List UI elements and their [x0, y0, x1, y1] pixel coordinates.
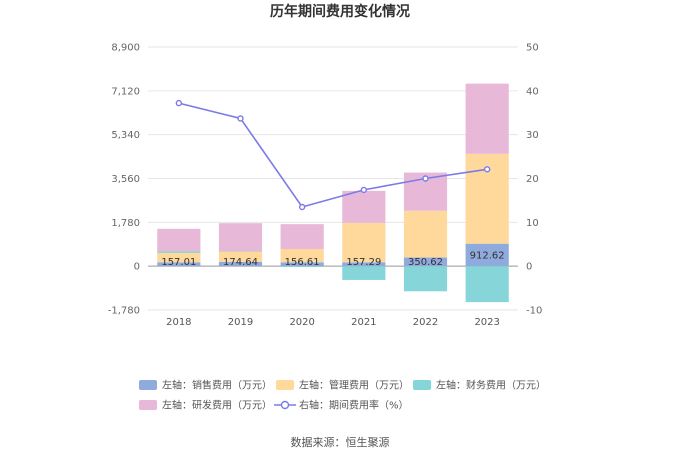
bar-segment: [280, 266, 324, 267]
bar-data-label: 174.64: [223, 257, 258, 268]
expense-rate-point: [483, 166, 491, 173]
bar-segment: [403, 257, 448, 267]
bar-series: [157, 83, 509, 303]
bar-segment: [465, 83, 509, 154]
left-tick-label: 7,120: [111, 86, 140, 97]
bar-segment: [342, 262, 386, 267]
left-tick-label: 1,780: [111, 218, 140, 229]
bar-segment: [157, 251, 201, 253]
legend-label: 左轴：研发费用（万元）: [162, 399, 272, 412]
bar-segment: [280, 262, 324, 267]
bar-data-label: 157.29: [346, 257, 381, 268]
right-tick-label: 50: [526, 43, 539, 54]
legend-item: 左轴：销售费用（万元）: [139, 379, 272, 392]
legend-marker: [280, 400, 290, 410]
legend-item: 左轴：财务费用（万元）: [413, 379, 546, 392]
bar-segment: [465, 266, 509, 303]
bar-segment: [342, 266, 386, 280]
right-tick-label: 30: [526, 130, 539, 141]
bar-segment: [342, 190, 386, 223]
x-axis: 2018 2019 2020 2021 2022 2023: [166, 317, 500, 328]
bar-segment: [465, 243, 509, 267]
left-tick-label: -1,780: [108, 306, 140, 317]
bar-segment: [280, 224, 324, 250]
expense-rate-point: [175, 99, 183, 107]
right-y-axis: -10 0 10 20 30 40 50: [526, 43, 542, 317]
left-tick-label: 0: [134, 262, 140, 273]
bar-data-label: 912.62: [470, 250, 505, 261]
bar-segment: [218, 223, 263, 252]
expense-rate-point: [298, 203, 306, 211]
left-tick-label: 8,900: [111, 43, 140, 54]
source-note: 数据来源：恒生聚源: [291, 435, 390, 449]
bar-segment: [342, 222, 386, 263]
legend-item: 左轴：管理费用（万元）: [276, 379, 409, 392]
x-tick-label: 2019: [228, 317, 253, 328]
bar-data-label: 350.62: [408, 257, 443, 268]
expense-rate-point: [237, 115, 244, 122]
bar-segment: [403, 210, 448, 258]
x-tick-label: 2018: [166, 317, 191, 328]
legend-swatch: [139, 400, 157, 410]
chart-title: 历年期间费用变化情况: [270, 3, 410, 20]
legend-swatch: [139, 380, 157, 390]
bar-segment: [218, 251, 263, 262]
bar-segment: [403, 266, 448, 292]
legend-label: 左轴：管理费用（万元）: [299, 379, 409, 392]
right-tick-label: -10: [526, 306, 542, 317]
bar-segment: [157, 228, 201, 252]
x-tick-label: 2022: [413, 317, 438, 328]
left-tick-label: 5,340: [111, 130, 140, 141]
bar-segment: [280, 249, 324, 263]
data-labels: 157.01 174.64 156.61 157.29 350.62 912.62: [161, 250, 504, 268]
left-y-axis: -1,780 0 1,780 3,560 5,340 7,120 8,900: [108, 43, 140, 317]
bar-data-label: 157.01: [161, 257, 196, 268]
bar-segment: [218, 261, 263, 267]
right-tick-label: 40: [526, 86, 539, 97]
x-tick-label: 2020: [289, 317, 314, 328]
legend-swatch: [276, 380, 294, 390]
line-series: [175, 99, 491, 211]
legend-label: 右轴：期间费用率（%）: [299, 399, 409, 412]
right-tick-label: 10: [526, 218, 539, 229]
bar-data-label: 156.61: [285, 257, 320, 268]
expense-rate-line: [178, 102, 488, 208]
legend: 左轴：销售费用（万元） 左轴：管理费用（万元） 左轴：财务费用（万元） 左轴：研发费用…: [139, 379, 546, 412]
expense-rate-point: [422, 175, 429, 182]
legend-item: 右轴：期间费用率（%）: [274, 399, 409, 412]
bar-segment: [218, 251, 263, 252]
x-tick-label: 2021: [351, 317, 376, 328]
legend-label: 左轴：销售费用（万元）: [162, 379, 272, 392]
left-tick-label: 3,560: [111, 174, 140, 185]
expense-rate-point: [360, 186, 368, 194]
right-tick-label: 20: [526, 174, 539, 185]
grid-lines: [148, 46, 518, 311]
right-tick-label: 0: [526, 262, 532, 273]
bar-segment: [157, 252, 201, 263]
bar-segment: [157, 262, 201, 267]
legend-label: 左轴：财务费用（万元）: [436, 379, 546, 392]
legend-item: 左轴：研发费用（万元）: [139, 399, 272, 412]
x-tick-label: 2023: [474, 317, 499, 328]
legend-swatch: [413, 380, 431, 390]
